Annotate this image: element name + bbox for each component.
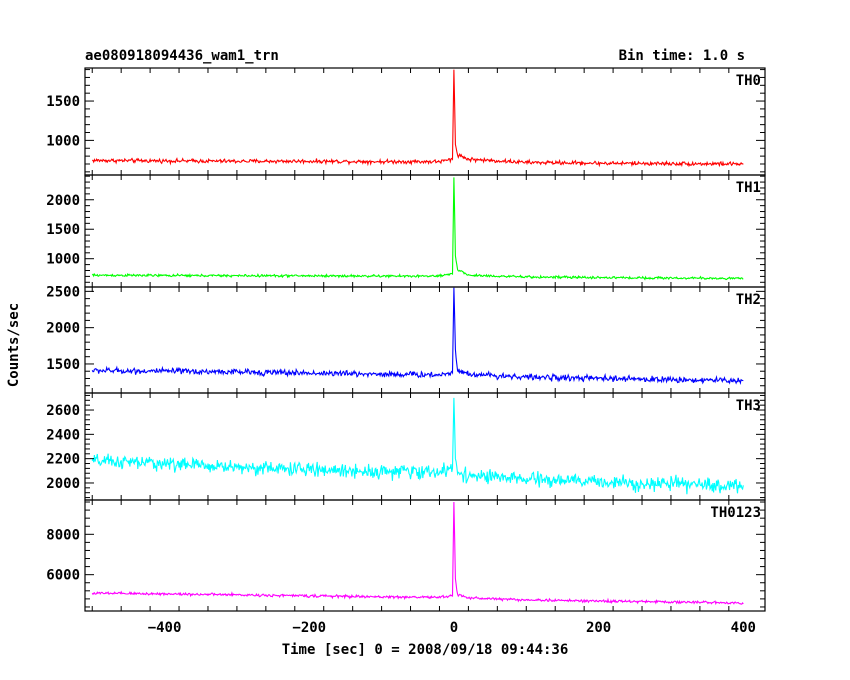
y-tick-label: 2200 xyxy=(46,452,80,468)
panel-frame xyxy=(84,67,766,176)
panel-frame xyxy=(84,499,766,612)
panel-label: TH2 xyxy=(736,292,761,308)
panel-label: TH3 xyxy=(736,398,761,414)
panel-label: TH0123 xyxy=(710,505,761,521)
x-tick-label: −400 xyxy=(148,620,182,636)
panel-th3: 2000 2200 2400 2600 TH3 xyxy=(46,392,766,501)
panel-label: TH1 xyxy=(736,180,761,196)
y-tick-label: 2600 xyxy=(46,403,80,419)
panel-th0123: 6000 8000 TH0123 xyxy=(46,499,766,612)
y-tick-label: 1000 xyxy=(46,133,80,149)
y-tick-label: 8000 xyxy=(46,527,80,543)
y-tick-label: 1500 xyxy=(46,94,80,110)
series-line-th0123 xyxy=(91,501,744,606)
panel-th0: 1000 1500 TH0 xyxy=(46,67,766,176)
y-tick-label: 1000 xyxy=(46,252,80,268)
y-tick-label: 2400 xyxy=(46,427,80,443)
y-tick-label: 2500 xyxy=(46,284,80,300)
y-tick-label: 1500 xyxy=(46,357,80,373)
panels-group: 1000 1500 TH0 1000 1500 2000 TH1 1500 2000 2500 TH… xyxy=(46,67,766,612)
panel-frame xyxy=(84,392,766,501)
panel-th2: 1500 2000 2500 TH2 xyxy=(46,284,766,394)
x-tick-label: 0 xyxy=(450,620,458,636)
panel-th1: 1000 1500 2000 TH1 xyxy=(46,174,766,288)
y-tick-label: 2000 xyxy=(46,193,80,209)
panel-frame xyxy=(84,174,766,288)
series-line-th3 xyxy=(91,397,744,495)
x-axis-label: Time [sec] 0 = 2008/09/18 09:44:36 xyxy=(282,642,569,658)
series-line-th2 xyxy=(91,287,744,385)
y-tick-label: 2000 xyxy=(46,476,80,492)
x-tick-label: 400 xyxy=(731,620,756,636)
x-tick-label: 200 xyxy=(586,620,611,636)
series-line-th1 xyxy=(91,177,744,281)
x-tick-label: −200 xyxy=(292,620,326,636)
chart-title: ae080918094436_wam1_trn xyxy=(85,48,279,64)
y-axis-label: Counts/sec xyxy=(6,303,22,387)
panel-label: TH0 xyxy=(736,73,761,89)
y-tick-label: 2000 xyxy=(46,321,80,337)
y-tick-label: 6000 xyxy=(46,568,80,584)
series-line-th0 xyxy=(91,69,744,168)
x-axis: −400 −200 0 200 400 xyxy=(148,620,756,636)
bin-time-label: Bin time: 1.0 s xyxy=(619,48,745,64)
y-tick-label: 1500 xyxy=(46,222,80,238)
